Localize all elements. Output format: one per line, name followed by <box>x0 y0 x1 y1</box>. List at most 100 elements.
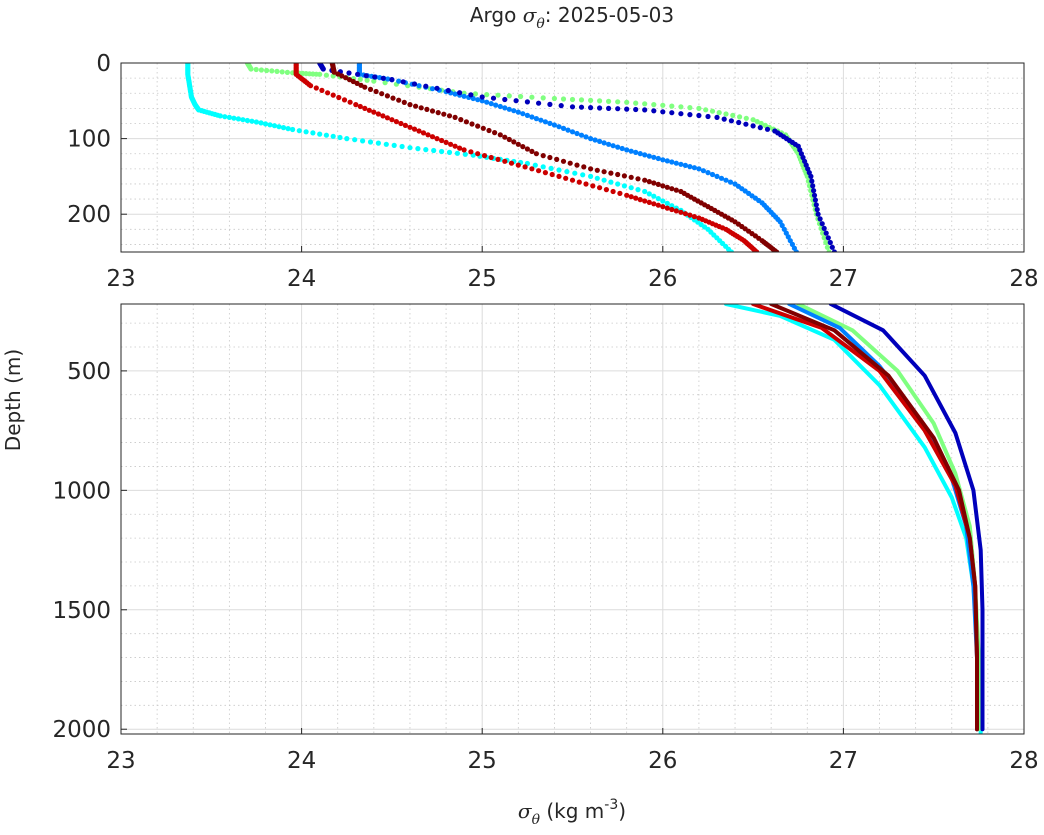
bottom-ticks: 23 24 25 26 27 28 500 1000 1500 2000 <box>52 359 1038 774</box>
profile-point <box>454 150 460 156</box>
profile-point <box>597 105 603 111</box>
profile-point <box>475 151 481 157</box>
profile-point <box>687 212 693 218</box>
profile-point <box>317 71 323 77</box>
profile-point <box>279 69 285 75</box>
profile-point <box>520 144 526 150</box>
profile-point <box>508 160 515 166</box>
profile-point <box>583 181 589 187</box>
bottom-series-2 <box>787 304 979 732</box>
profile-point <box>389 77 395 83</box>
profile-point <box>721 116 727 122</box>
profile-point <box>511 108 517 114</box>
profile-point <box>391 142 397 148</box>
y-axis-label: Depth (m) <box>1 349 25 451</box>
profile-point <box>642 198 648 204</box>
profile-point <box>743 121 749 127</box>
profile-point <box>558 103 564 109</box>
profile-point <box>762 122 768 128</box>
profile-point <box>497 132 503 138</box>
profile-point <box>583 134 589 140</box>
profile-point <box>554 156 560 162</box>
y-tick-label: 0 <box>96 51 111 77</box>
profile-point <box>310 130 316 136</box>
profile-point <box>267 122 273 128</box>
x-tick-label: 23 <box>106 748 135 774</box>
top-minor-grid <box>121 63 1024 252</box>
profile-point <box>231 115 237 121</box>
profile-point <box>435 110 441 116</box>
bottom-series-3 <box>751 304 979 732</box>
profile-point <box>353 102 359 108</box>
title-prefix: Argo <box>470 3 523 27</box>
profile-point <box>524 112 531 118</box>
profile-point <box>606 98 612 104</box>
profile-point <box>529 166 535 172</box>
profile-point <box>696 166 702 172</box>
x-axis-label: σθ (kg m-3) <box>518 797 626 828</box>
profile-point <box>718 175 725 181</box>
profile-point <box>462 151 468 157</box>
profile-point <box>343 75 349 81</box>
profile-point <box>542 119 549 125</box>
profile-point <box>389 117 395 123</box>
profile-point <box>660 198 666 204</box>
profile-point <box>253 66 259 73</box>
profile-point <box>779 222 785 229</box>
top-series-group <box>185 63 837 252</box>
profile-point <box>615 106 621 112</box>
profile-point <box>811 192 818 198</box>
profile-point <box>362 84 368 90</box>
profile-point <box>642 152 648 158</box>
profile-point <box>416 128 422 134</box>
profile-point <box>497 103 503 110</box>
top-major-grid <box>120 62 1025 252</box>
x-label-symbol-sub: θ <box>532 812 541 828</box>
profile-point <box>824 244 831 250</box>
x-tick-label: 27 <box>829 266 858 292</box>
profile-point <box>815 211 821 217</box>
profile-point <box>597 98 603 104</box>
bottom-series-group <box>724 304 985 734</box>
profile-point <box>371 109 377 115</box>
profile-point <box>420 130 427 136</box>
profile-point <box>594 175 600 181</box>
profile-point <box>624 106 630 112</box>
profile-point <box>633 100 639 106</box>
profile-point <box>524 146 531 152</box>
profile-point <box>709 108 716 114</box>
profile-point <box>615 171 621 178</box>
profile-point <box>581 164 587 170</box>
profile-point <box>669 203 675 209</box>
profile-point <box>564 169 570 175</box>
profile-point <box>488 101 494 107</box>
profile-point <box>576 179 582 185</box>
profile-point <box>743 115 749 121</box>
profile-point <box>714 114 720 120</box>
profile-point <box>578 104 585 110</box>
profile-point <box>814 206 820 213</box>
profile-point <box>829 244 835 250</box>
profile-point <box>276 124 282 130</box>
profile-point <box>823 239 829 246</box>
profile-point <box>364 77 370 83</box>
x-tick-label: 28 <box>1009 748 1038 774</box>
profile-point <box>754 249 760 252</box>
profile-point <box>429 134 436 140</box>
profile-point <box>619 145 625 152</box>
top-panel: 23 24 25 26 27 28 0 100 200 <box>67 51 1039 292</box>
profile-point <box>540 164 546 170</box>
profile-point <box>363 73 369 79</box>
x-label-units-end: ) <box>618 799 626 823</box>
profile-point <box>226 114 232 120</box>
profile-point <box>610 143 616 149</box>
profile-point <box>375 140 381 146</box>
profile-point <box>439 148 445 155</box>
profile-point <box>362 105 368 111</box>
profile-point <box>502 96 508 103</box>
profile-point <box>820 230 826 236</box>
profile-point <box>472 91 478 97</box>
profile-point <box>515 109 521 115</box>
profile-point <box>635 176 641 182</box>
profile-point <box>588 136 594 142</box>
